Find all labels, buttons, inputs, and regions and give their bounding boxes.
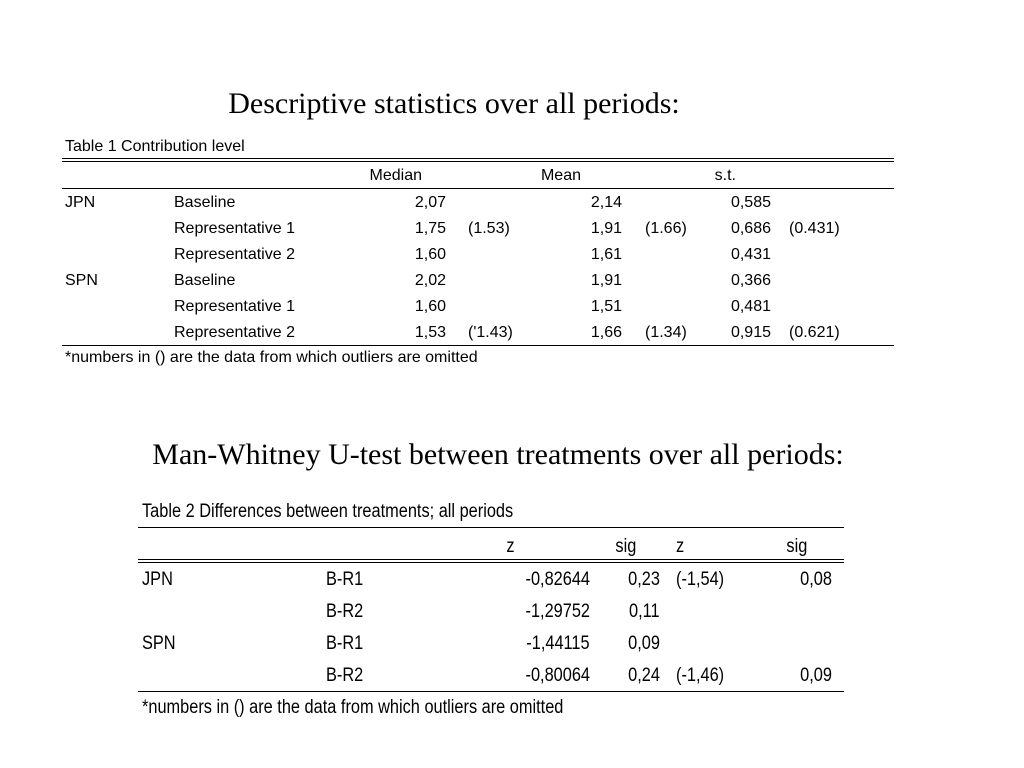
table1-cell-median: 2,02 (414, 272, 446, 289)
table1-top-rule (62, 158, 894, 162)
table2-header-sig2: sig (786, 536, 807, 557)
table2-caption: Table 2 Differences between treatments; … (142, 501, 514, 522)
table2-header-rule (138, 559, 844, 563)
table2-cell-pair: B-R2 (326, 665, 364, 686)
table2-cell-z2: (-1,46) (676, 665, 725, 686)
table1-cell-mean: 1,91 (590, 272, 622, 289)
table1-caption: Table 1 Contribution level (65, 138, 245, 155)
table2-cell-z: -0,82644 (525, 569, 590, 590)
table1-cell-st: 0,366 (730, 272, 771, 289)
table2-cell-sig2: 0,08 (800, 569, 832, 590)
table1-cell-mean: 1,91 (590, 220, 622, 237)
table1-bottom-rule (62, 345, 894, 346)
heading-mann-whitney: Man-Whitney U-test between treatments ov… (152, 438, 844, 471)
table1-cell-st: 0,585 (730, 194, 771, 211)
table1-cell-st: 0,915 (730, 324, 771, 341)
table1-header-median: Median (369, 167, 422, 184)
table2-cell-z: -1,29752 (525, 601, 590, 622)
table2-cell-sig2: 0,09 (800, 665, 832, 686)
table2-header-sig: sig (615, 536, 636, 557)
table2-bottom-rule (138, 691, 844, 692)
table1-cell-mean: 1,51 (590, 298, 622, 315)
table1-cell-mean-alt: (1.66) (645, 220, 687, 237)
table1-cell-mean-alt: (1.34) (645, 324, 687, 341)
table1-header-rule (62, 188, 894, 189)
table1-cell-treatment: Representative 2 (174, 246, 295, 263)
table2-top-rule (138, 527, 844, 528)
table2-cell-pair: B-R2 (326, 601, 364, 622)
table2-cell-pair: B-R1 (326, 569, 364, 590)
table2-cell-pair: B-R1 (326, 633, 364, 654)
table1-cell-st-alt: (0.431) (789, 220, 840, 237)
heading-descriptive-statistics: Descriptive statistics over all periods: (228, 87, 680, 120)
table2-cell-z: -0,80064 (525, 665, 590, 686)
table1-cell-median-alt: ('1.43) (468, 324, 513, 341)
table1-cell-mean: 1,66 (590, 324, 622, 341)
table2-footnote: *numbers in () are the data from which o… (142, 697, 564, 718)
table2-cell-sig: 0,24 (628, 665, 660, 686)
table1-cell-st: 0,686 (730, 220, 771, 237)
table1-cell-median-alt: (1.53) (468, 220, 510, 237)
table1-cell-treatment: Representative 1 (174, 220, 295, 237)
table1-cell-group: JPN (65, 194, 96, 211)
table2-cell-group: SPN (142, 633, 176, 654)
table1-footnote: *numbers in () are the data from which o… (65, 349, 478, 366)
table1-cell-st: 0,481 (730, 298, 771, 315)
table1-cell-st-alt: (0.621) (789, 324, 840, 341)
table2-cell-z: -1,44115 (526, 633, 590, 654)
table1-header-st: s.t. (714, 167, 736, 184)
table2-cell-z2: (-1,54) (676, 569, 725, 590)
table1-cell-median: 1,60 (414, 298, 446, 315)
table1-cell-treatment: Representative 2 (174, 324, 295, 341)
table2-header-z: z (505, 536, 514, 557)
table1-cell-median: 1,75 (414, 220, 446, 237)
table1-cell-treatment: Baseline (174, 272, 236, 289)
table2-header-z2: z (676, 536, 685, 557)
table1-cell-mean: 1,61 (590, 246, 622, 263)
table2-cell-group: JPN (142, 569, 173, 590)
table2-cell-sig: 0,11 (629, 601, 660, 622)
table2-cell-sig: 0,09 (628, 633, 660, 654)
table1-cell-treatment: Representative 1 (174, 298, 295, 315)
table2-cell-sig: 0,23 (628, 569, 660, 590)
table1-cell-treatment: Baseline (174, 194, 236, 211)
table1-cell-mean: 2,14 (590, 194, 622, 211)
table1-cell-median: 1,60 (414, 246, 446, 263)
table1-cell-median: 1,53 (414, 324, 446, 341)
table1-header-mean: Mean (540, 167, 581, 184)
table1-cell-group: SPN (65, 272, 98, 289)
table1-cell-median: 2,07 (414, 194, 446, 211)
table1-cell-st: 0,431 (730, 246, 771, 263)
